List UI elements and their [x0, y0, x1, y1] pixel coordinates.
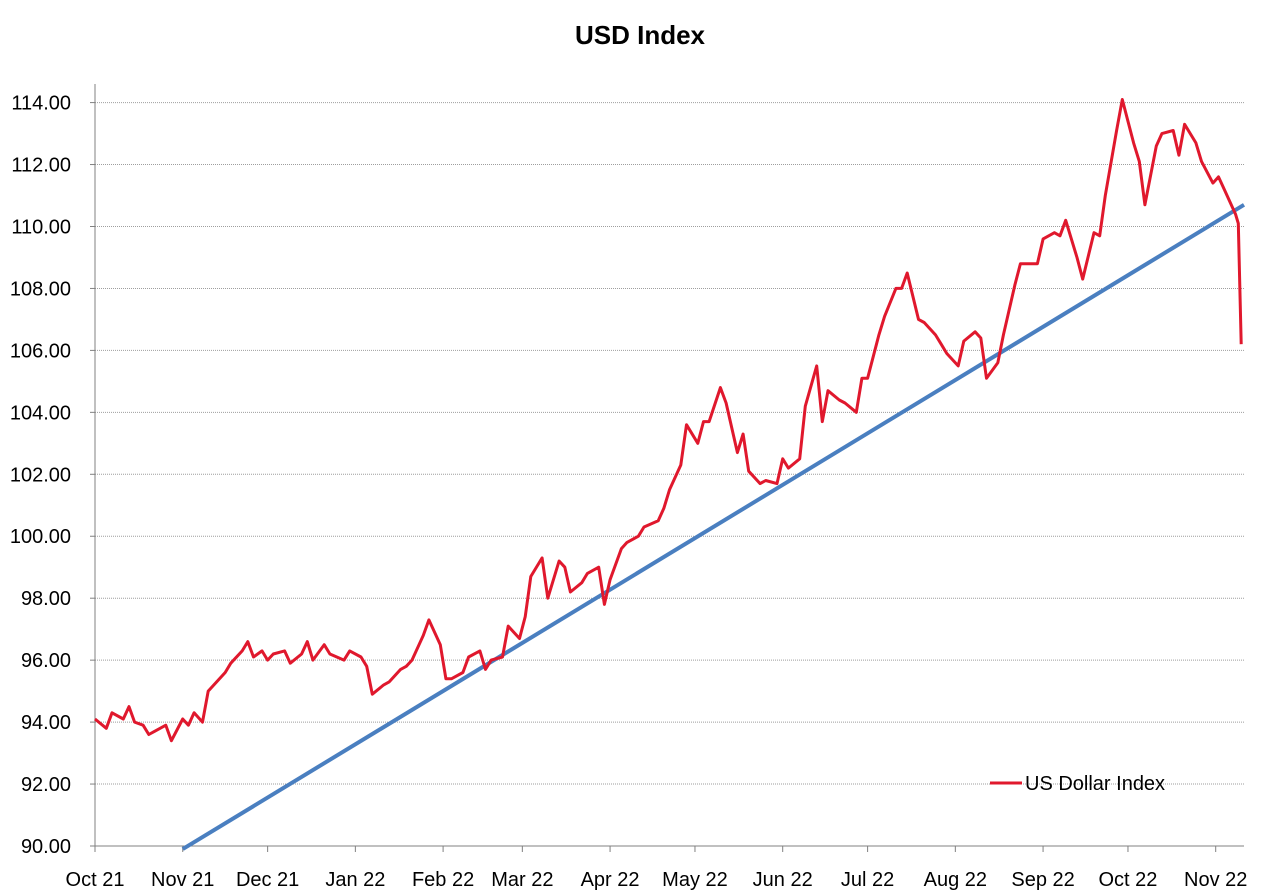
x-tick-label: Jun 22: [753, 869, 813, 891]
trend-line: [181, 203, 1246, 851]
y-tick-label: 102.00: [10, 464, 71, 486]
y-tick-label: 112.00: [11, 155, 71, 177]
x-tick-label: Sep 22: [1011, 869, 1074, 891]
y-tick-label: 106.00: [10, 340, 71, 362]
x-tick-label: Feb 22: [412, 869, 474, 891]
legend-label: US Dollar Index: [1025, 773, 1165, 795]
x-tick-label: Nov 21: [151, 869, 214, 891]
series-layer: [94, 98, 1246, 851]
x-tick-label: Jan 22: [325, 869, 385, 891]
y-tick-label: 96.00: [21, 650, 71, 672]
y-tick-label: 98.00: [21, 588, 71, 610]
legend: US Dollar Index: [990, 773, 1165, 795]
y-axis-ticks: 90.00 92.00 94.00 96.00 98.00 100.00 102.00 104…: [10, 93, 95, 858]
x-tick-label: Aug 22: [924, 869, 987, 891]
y-tick-label: 110.00: [11, 216, 71, 238]
x-tick-label: Dec 21: [236, 869, 299, 891]
x-tick-label: Jul 22: [841, 869, 894, 891]
x-tick-label: Oct 22: [1099, 869, 1158, 891]
gridlines: [95, 102, 1244, 785]
x-tick-label: Mar 22: [491, 869, 553, 891]
chart-title: USD Index: [575, 20, 706, 50]
x-tick-label: Oct 21: [66, 869, 125, 891]
x-axis-ticks: Oct 21 Nov 21 Dec 21 Jan 22 Feb 22 Mar 22 Apr …: [66, 846, 1247, 891]
y-tick-label: 90.00: [21, 836, 71, 858]
series-line-us-dollar-index: [94, 98, 1243, 743]
y-tick-label: 108.00: [10, 278, 71, 300]
x-tick-label: May 22: [662, 869, 728, 891]
y-tick-label: 94.00: [21, 712, 71, 734]
y-tick-label: 92.00: [21, 774, 71, 796]
x-tick-label: Nov 22: [1184, 869, 1247, 891]
x-tick-label: Apr 22: [581, 869, 640, 891]
y-tick-label: 104.00: [10, 402, 71, 424]
y-tick-label: 100.00: [10, 526, 71, 548]
axes: [94, 84, 1244, 847]
y-tick-label: 114.00: [11, 93, 71, 115]
